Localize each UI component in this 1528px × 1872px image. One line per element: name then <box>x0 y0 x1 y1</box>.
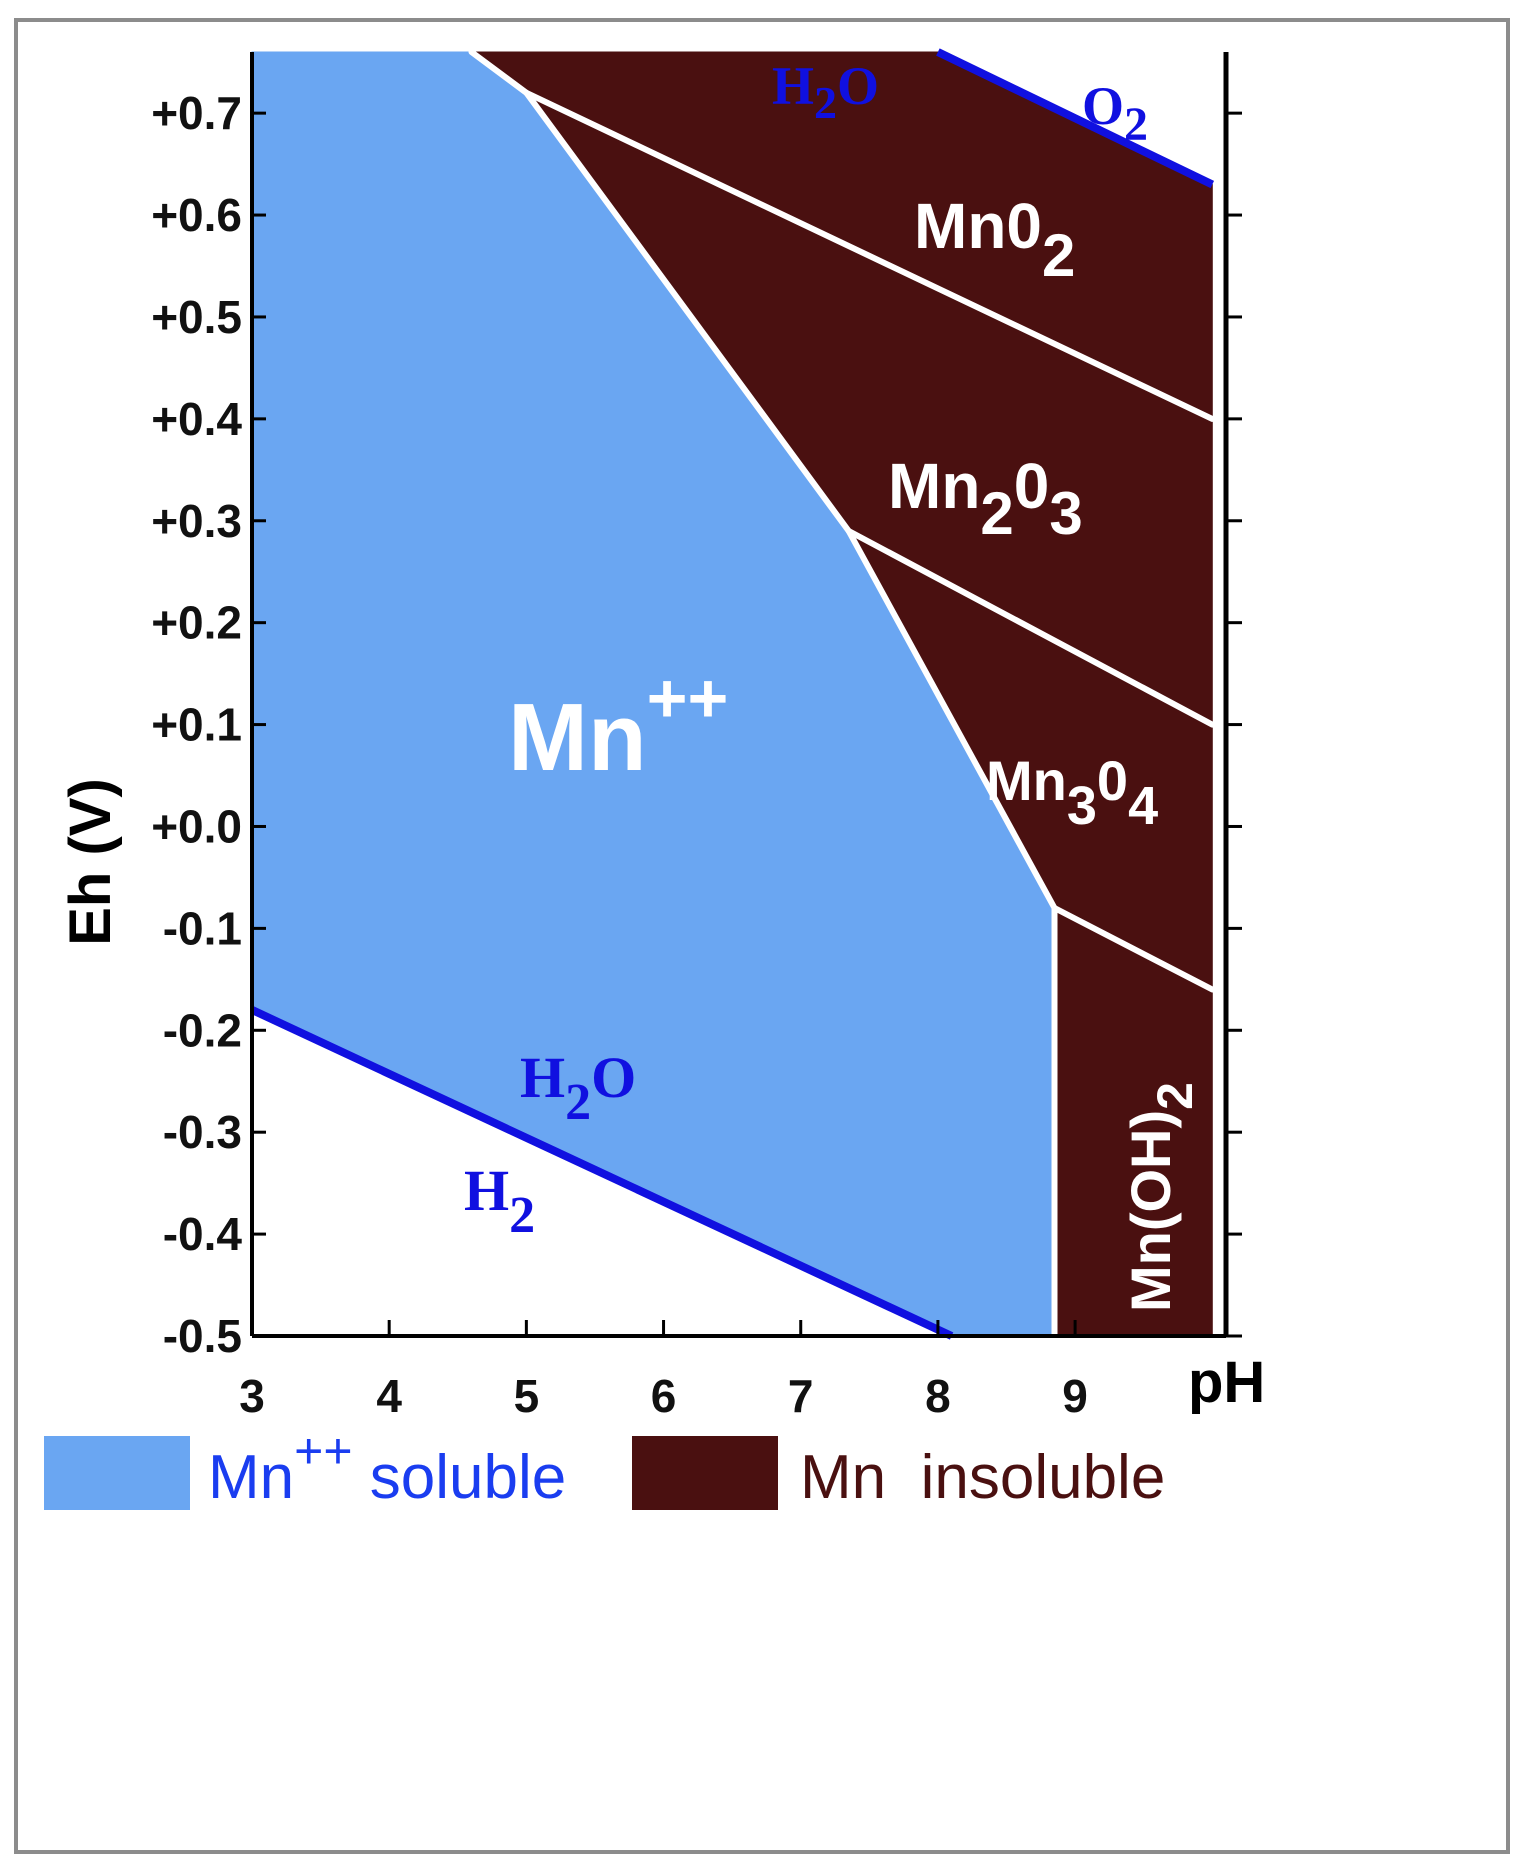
mnoh2-label: Mn(OH)2 <box>1119 1082 1203 1312</box>
y-tick-label-m01: -0.1 <box>163 902 242 954</box>
mn-plus-label: Mn++ <box>508 659 728 791</box>
lower-h2o-label: H2O <box>520 1045 636 1131</box>
x-tick-label-6: 6 <box>651 1370 677 1422</box>
o2-label: O2 <box>1082 76 1148 151</box>
h2-label: H2 <box>464 1158 535 1244</box>
y-tick-label-m04: -0.4 <box>163 1208 243 1260</box>
legend-insoluble-label: Mn insoluble <box>800 1443 1165 1512</box>
phase-boundary-2 <box>523 89 1216 422</box>
mno2-label: Mn02 <box>914 190 1075 289</box>
y-tick-label-p05: +0.5 <box>151 291 242 343</box>
y-axis-title: Eh (V) <box>58 778 123 946</box>
x-axis-title: pH <box>1188 1350 1265 1415</box>
eh-ph-chart: 3 4 5 6 7 8 9 +0.7 +0.6 +0.5 +0.4 +0.3 +0.2 +0.1 +0.0 -… <box>44 48 1265 1512</box>
legend-soluble-label: Mn++ soluble <box>208 1423 566 1512</box>
y-tick-label-m02: -0.2 <box>163 1004 242 1056</box>
phase-boundaries-layer <box>468 49 1216 1339</box>
x-tick-label-5: 5 <box>514 1370 540 1422</box>
lower-water-line <box>250 1006 954 1340</box>
y-tick-label-m05: -0.5 <box>163 1310 242 1362</box>
y-tick-label-p07: +0.7 <box>151 87 242 139</box>
phase-boundary-4 <box>1051 905 1216 993</box>
mn2o3-label: Mn203 <box>888 450 1083 547</box>
x-tick-label-9: 9 <box>1062 1370 1088 1422</box>
phase-boundary-3 <box>845 528 1216 728</box>
x-tick-label-3: 3 <box>239 1370 265 1422</box>
figure-frame: 3 4 5 6 7 8 9 +0.7 +0.6 +0.5 +0.4 +0.3 +0.2 +0.1 +0.0 -… <box>14 18 1510 1854</box>
y-tick-label-p03: +0.3 <box>151 495 242 547</box>
y-tick-label-p01: +0.1 <box>151 699 242 751</box>
y-tick-label-p02: +0.2 <box>151 597 242 649</box>
legend-insoluble-swatch <box>632 1436 778 1510</box>
y-tick-label-p00: +0.0 <box>151 800 242 852</box>
upper-h2o-label: H2O <box>772 56 879 128</box>
x-tick-label-4: 4 <box>376 1370 402 1422</box>
mn3o4-label: Mn304 <box>986 749 1158 836</box>
y-tick-label-p06: +0.6 <box>151 189 242 241</box>
axes-layer: 3 4 5 6 7 8 9 +0.7 +0.6 +0.5 +0.4 +0.3 +0.2 +0.1 +0.0 -… <box>151 52 1242 1422</box>
x-tick-label-8: 8 <box>925 1370 951 1422</box>
upper-water-line <box>936 48 1215 189</box>
y-tick-label-p04: +0.4 <box>151 393 242 445</box>
water-stability-lines-layer <box>250 48 1215 1340</box>
y-tick-label-m03: -0.3 <box>163 1106 242 1158</box>
regions-layer <box>251 51 1213 1337</box>
legend-soluble-swatch <box>44 1436 190 1510</box>
x-tick-label-7: 7 <box>788 1370 814 1422</box>
